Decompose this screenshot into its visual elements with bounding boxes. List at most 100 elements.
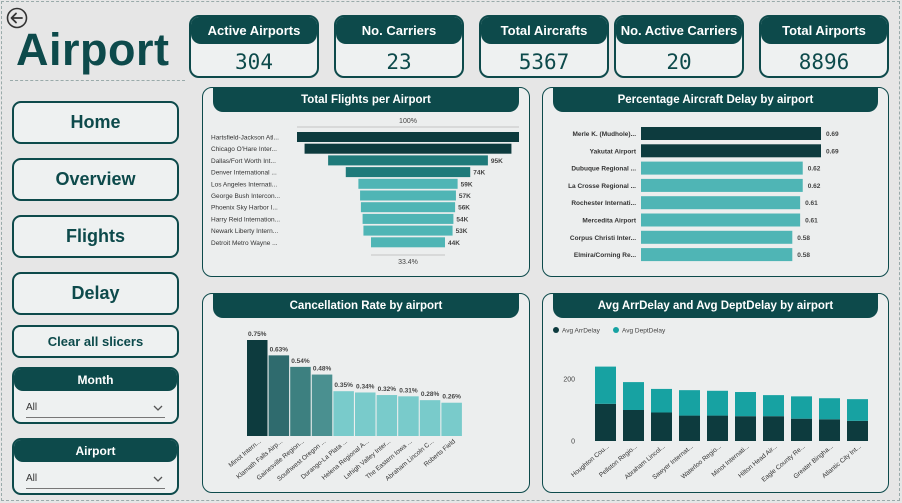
funnel-bar — [360, 190, 456, 201]
category-label: Phoenix Sky Harbor I... — [211, 205, 278, 212]
slicer-title: Airport — [14, 440, 177, 462]
arr-delay-bar — [623, 410, 644, 441]
flights-button[interactable]: Flights — [12, 215, 179, 258]
app-title: Airport — [16, 24, 170, 75]
cancellation-bar — [268, 355, 290, 436]
cancellation-bar — [311, 374, 333, 436]
y-tick-label: 0 — [571, 439, 575, 446]
y-tick-label: 200 — [563, 377, 575, 384]
kpi-value: 5367 — [518, 50, 570, 74]
category-label: Los Angeles Internati... — [211, 181, 277, 188]
kpi-value: 20 — [666, 50, 692, 74]
arr-delay-bar — [735, 416, 756, 441]
funnel-bar — [304, 143, 512, 154]
kpi-label: No. Active Carriers — [616, 17, 742, 44]
home-button[interactable]: Home — [12, 101, 179, 144]
arr-delay-bar — [595, 403, 616, 441]
data-label: 0.69 — [826, 148, 839, 155]
cancellation-rate-card: Cancellation Rate by airport 0.75% Minot … — [202, 293, 530, 493]
data-label: 53K — [456, 228, 468, 235]
kpi-value: 8896 — [798, 50, 850, 74]
category-label: Merle K. (Mudhole)... — [572, 131, 636, 138]
kpi-active-airports: Active Airports 304 — [189, 15, 319, 78]
arr-delay-bar — [847, 420, 868, 441]
funnel-bar — [345, 167, 471, 178]
category-label: Detroit Metro Wayne ... — [211, 240, 278, 247]
legend-marker — [553, 327, 559, 333]
kpi-no-active-carriers: No. Active Carriers 20 — [614, 15, 744, 78]
arr-delay-bar — [791, 418, 812, 441]
delay-bar — [641, 248, 793, 262]
dept-delay-bar — [735, 392, 756, 417]
month-slicer: Month All — [12, 367, 179, 424]
bottom-percent-label: 33.4% — [398, 259, 418, 266]
data-label: 0.32% — [378, 386, 397, 393]
data-label: 59K — [461, 181, 473, 188]
delay-bar — [641, 213, 801, 227]
cancellation-bar — [355, 392, 376, 436]
aircraft-delay-card: Percentage Aircraft Delay by airport Mer… — [542, 87, 889, 277]
delay-bar — [641, 178, 803, 192]
dept-delay-bar — [623, 382, 644, 410]
data-label: 0.69 — [826, 131, 839, 138]
funnel-bar — [328, 155, 488, 166]
month-dropdown[interactable]: All — [26, 400, 165, 418]
overview-button[interactable]: Overview — [12, 158, 179, 201]
category-label: Dallas/Fort Worth Int... — [211, 158, 276, 165]
dropdown-value: All — [26, 402, 38, 413]
dept-delay-bar — [595, 366, 616, 404]
chevron-down-icon — [153, 476, 163, 482]
category-label: La Crosse Regional ... — [568, 183, 636, 190]
arr-delay-bar — [819, 419, 840, 441]
chart-title: Avg ArrDelay and Avg DeptDelay by airpor… — [553, 294, 878, 318]
funnel-bar — [297, 132, 519, 142]
back-arrow-icon[interactable] — [6, 7, 28, 29]
data-label: 0.28% — [421, 391, 440, 398]
funnel-bar — [371, 237, 445, 248]
data-label: 0.62 — [808, 166, 821, 173]
data-label: 0.61 — [805, 218, 818, 225]
arr-delay-bar — [679, 415, 700, 441]
data-label: 0.48% — [313, 366, 332, 373]
category-label: Chicago O'Hare Inter... — [211, 146, 277, 153]
top-percent-label: 100% — [399, 118, 417, 125]
data-label: 0.58 — [797, 235, 810, 242]
chart-title: Total Flights per Airport — [213, 88, 519, 112]
data-label: 0.62 — [808, 183, 821, 190]
legend-label: Avg ArrDelay — [562, 328, 601, 335]
flights-per-airport-card: Total Flights per Airport 100% Hartsfield… — [202, 87, 530, 277]
kpi-value: 23 — [386, 50, 412, 74]
avg-delay-card: Avg ArrDelay and Avg DeptDelay by airpor… — [542, 293, 889, 493]
category-label: Corpus Christi Inter... — [570, 235, 636, 242]
delay-bar — [641, 196, 801, 210]
title-divider — [10, 80, 185, 81]
chart-title: Percentage Aircraft Delay by airport — [553, 88, 878, 112]
cancellation-bar — [441, 402, 462, 436]
category-label: Newark Liberty Intern... — [211, 228, 278, 235]
category-label: Rochester Internati... — [571, 200, 636, 207]
chart-title: Cancellation Rate by airport — [213, 294, 519, 318]
delay-button[interactable]: Delay — [12, 272, 179, 315]
legend-label: Avg DeptDelay — [622, 328, 666, 335]
data-label: 0.54% — [291, 358, 310, 365]
dept-delay-bar — [707, 390, 728, 416]
dept-delay-bar — [847, 399, 868, 421]
chevron-down-icon — [153, 405, 163, 411]
cancellation-bar — [419, 400, 441, 436]
airport-dropdown[interactable]: All — [26, 471, 165, 489]
kpi-label: Total Aircrafts — [481, 17, 607, 44]
cancellation-bar — [290, 366, 311, 436]
cancellation-bar — [376, 395, 398, 436]
cancellation-rate-chart: 0.75%Minot Intern...0.63%Klamath Falls A… — [228, 331, 462, 483]
funnel-bar — [362, 213, 454, 224]
legend-marker — [613, 327, 619, 333]
delay-bar — [641, 161, 803, 175]
data-label: 74K — [473, 170, 485, 177]
cancellation-bar — [333, 391, 354, 436]
dept-delay-bar — [763, 395, 784, 417]
data-label: 0.61 — [805, 200, 818, 207]
dropdown-value: All — [26, 473, 38, 484]
kpi-label: No. Carriers — [336, 17, 462, 44]
clear-slicers-button[interactable]: Clear all slicers — [12, 325, 179, 358]
